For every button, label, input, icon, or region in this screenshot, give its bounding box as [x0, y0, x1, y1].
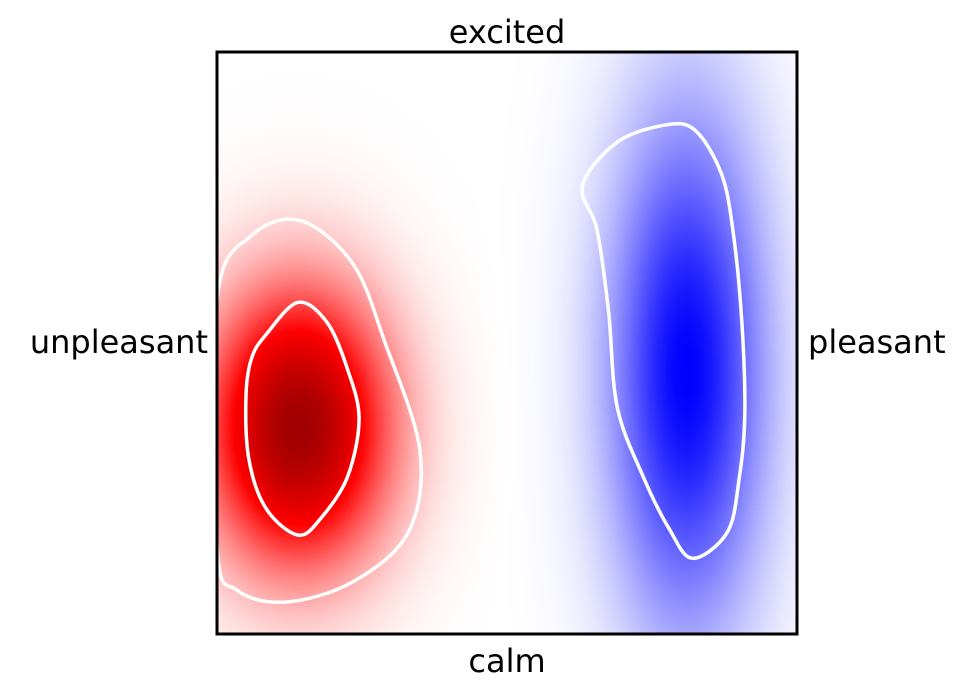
- bottom-axis-label: calm: [468, 642, 545, 680]
- contour-pleasant-outer: [580, 121, 747, 561]
- contour-unpleasant-outer: [217, 217, 424, 605]
- top-axis-label: excited: [449, 13, 566, 51]
- contour-unpleasant-inner: [244, 300, 361, 537]
- heatmap-field: [217, 52, 797, 634]
- plot-frame: [215, 50, 799, 636]
- right-axis-label: pleasant: [808, 323, 946, 361]
- contour-lines: [217, 121, 747, 605]
- left-axis-label: unpleasant: [30, 323, 208, 361]
